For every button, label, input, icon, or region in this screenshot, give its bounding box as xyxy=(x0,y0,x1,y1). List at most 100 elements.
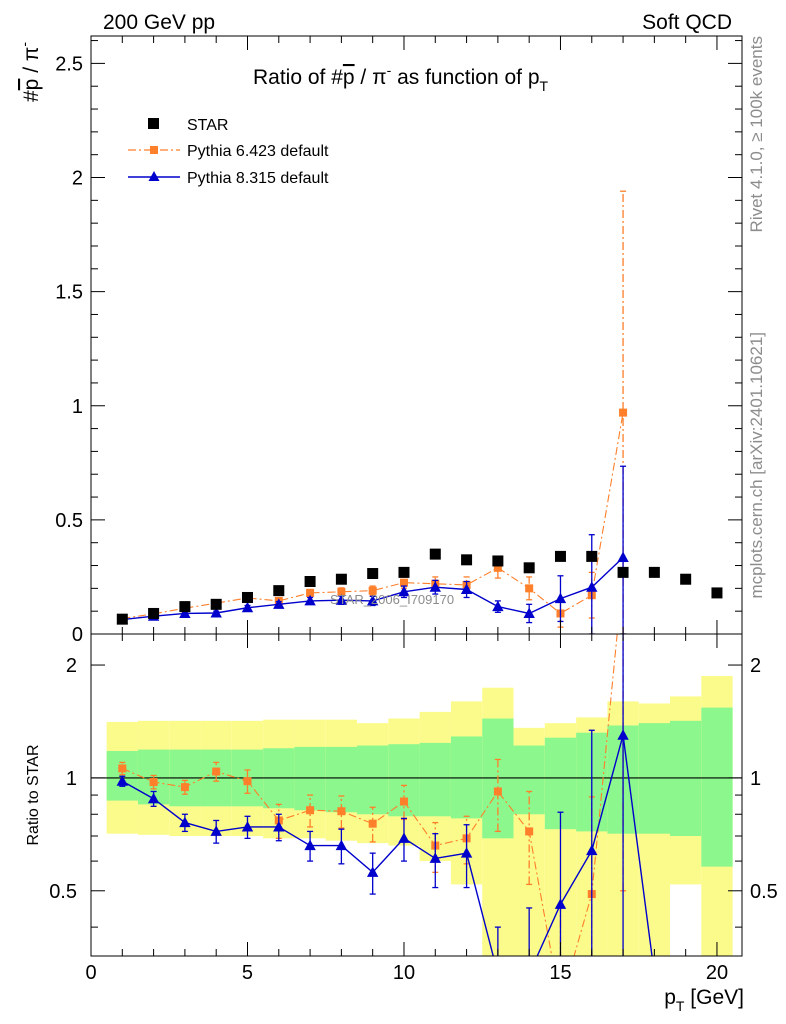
legend-pythia8-marker xyxy=(148,171,160,181)
xlabel-main: p xyxy=(664,986,676,1009)
data-point xyxy=(179,601,191,613)
title-main: Ratio of # xyxy=(253,66,343,89)
legend-star-marker xyxy=(148,118,159,129)
band-inner xyxy=(325,746,358,813)
ylabel-sup: - xyxy=(16,42,32,47)
data-point xyxy=(554,592,567,604)
data-point xyxy=(429,548,441,560)
data-point xyxy=(367,568,379,580)
ratio-y-axis-label: Ratio to STAR xyxy=(25,744,42,845)
ratio-y-tick-label-left: 2 xyxy=(66,655,77,677)
data-point xyxy=(493,563,502,572)
ratio-y-tick-label-left: 0.5 xyxy=(49,881,77,903)
data-point xyxy=(304,576,316,588)
data-point xyxy=(241,601,254,613)
x-tick-label: 15 xyxy=(549,962,571,984)
ylabel-symbol: p xyxy=(20,79,43,91)
data-point xyxy=(212,767,221,776)
legend-label-star: STAR xyxy=(187,117,228,134)
tick-labels: 0 5 10 15 20 0 0.5 1 1.5 2 2.5 0.5 0.5 1 1 2 2 xyxy=(49,53,778,984)
series-line xyxy=(122,412,624,620)
data-point xyxy=(368,819,377,828)
header-right: Soft QCD xyxy=(642,11,732,34)
xlabel-sub: T xyxy=(676,998,685,1014)
data-point xyxy=(619,408,628,417)
data-point xyxy=(179,607,191,618)
series-line xyxy=(121,735,653,956)
main-y-tick-label: 2 xyxy=(72,168,83,190)
data-point xyxy=(711,587,723,599)
band-inner xyxy=(419,742,451,817)
series-star xyxy=(116,548,723,625)
data-point xyxy=(398,832,410,843)
band-inner xyxy=(701,707,733,867)
ratio-y-tick-label-left: 1 xyxy=(66,768,77,790)
data-point xyxy=(241,820,254,832)
header-left: 200 GeV pp xyxy=(103,11,215,34)
data-point xyxy=(554,550,566,562)
data-point xyxy=(273,598,285,609)
data-point xyxy=(304,839,316,851)
data-point xyxy=(241,591,253,603)
data-point xyxy=(523,607,535,618)
plot-title: Ratio of #p / π- as function of pT xyxy=(253,62,549,94)
data-point xyxy=(398,585,410,597)
main-y-tick-label: 1 xyxy=(72,396,83,418)
data-point xyxy=(523,562,535,574)
analysis-label: STAR_2006_I709170 xyxy=(330,592,454,607)
data-point xyxy=(335,573,347,585)
data-point xyxy=(368,586,377,595)
ratio-y-tick-label-right: 2 xyxy=(750,655,761,677)
data-point xyxy=(554,898,567,909)
data-point xyxy=(492,555,504,567)
data-point xyxy=(399,578,408,587)
legend: STAR Pythia 6.423 default Pythia 8.315 d… xyxy=(128,117,329,187)
data-point xyxy=(147,792,160,804)
title-tail: as function of p xyxy=(391,66,539,89)
data-point xyxy=(149,778,158,787)
main-series xyxy=(116,190,723,634)
data-point xyxy=(461,554,473,566)
data-point xyxy=(210,825,222,836)
data-point xyxy=(306,806,315,815)
ratio-y-tick-label-right: 0.5 xyxy=(750,881,778,903)
main-y-tick-label: 2.5 xyxy=(55,53,83,75)
data-point xyxy=(617,566,629,578)
title-symbol: p xyxy=(343,66,355,89)
data-point xyxy=(460,583,473,594)
data-point xyxy=(116,775,128,786)
data-point xyxy=(116,613,128,625)
data-point xyxy=(337,807,346,816)
legend-label-pythia6: Pythia 6.423 default xyxy=(187,143,329,160)
main-y-tick-label: 0.5 xyxy=(55,510,83,532)
data-point xyxy=(306,588,315,597)
data-point xyxy=(366,594,379,606)
data-point xyxy=(243,777,252,786)
main-y-tick-label: 0 xyxy=(72,624,83,646)
data-point xyxy=(273,820,285,832)
series-pythia-6-423-default xyxy=(118,190,628,634)
data-point xyxy=(460,847,473,858)
data-point xyxy=(586,550,598,562)
data-point xyxy=(210,598,222,610)
ratio-y-tick-label-right: 1 xyxy=(750,768,761,790)
data-point xyxy=(525,827,534,836)
data-point xyxy=(210,607,222,618)
data-point xyxy=(493,787,502,796)
data-point xyxy=(335,839,348,851)
data-point xyxy=(586,844,598,856)
data-point xyxy=(680,573,692,585)
data-point xyxy=(429,581,441,592)
data-point xyxy=(366,866,379,877)
series-line xyxy=(122,634,618,956)
data-point xyxy=(617,551,629,563)
ratio-uncertainty-bands xyxy=(106,675,733,956)
ylabel-main: # xyxy=(20,90,43,102)
main-y-axis-label: #p / π- xyxy=(16,42,43,102)
data-point xyxy=(335,594,348,605)
legend-pythia6-marker xyxy=(150,146,158,154)
data-point xyxy=(179,816,191,828)
x-tick-label: 0 xyxy=(85,962,96,984)
data-point xyxy=(398,566,410,578)
